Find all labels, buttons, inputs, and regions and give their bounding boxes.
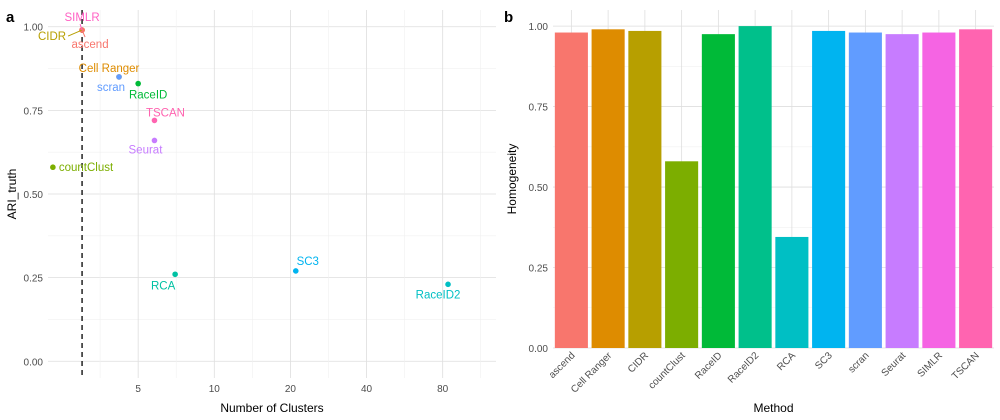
scatter-point-label: Seurat — [129, 144, 164, 156]
bar-category-label: Seurat — [880, 350, 909, 379]
bar-category-label: countClust — [647, 350, 688, 391]
bar — [701, 34, 735, 349]
scatter-x-axis-title: Number of Clusters — [220, 401, 323, 415]
scatter-point — [445, 281, 451, 288]
bar-y-tick-label: 0.25 — [529, 264, 549, 275]
bar-y-tick-label: 1.00 — [529, 22, 549, 33]
scatter-point — [135, 80, 141, 87]
bar-category-label: scran — [846, 350, 871, 375]
scatter-y-axis-title: ARI_truth — [5, 169, 19, 220]
scatter-point-label: CIDR — [38, 31, 66, 43]
scatter-x-tick-label: 80 — [437, 384, 449, 395]
bar-category-label: SC3 — [813, 350, 835, 372]
scatter-label-connector — [81, 29, 86, 38]
scatter-point-label: RaceID2 — [416, 289, 461, 301]
bar-x-axis-title: Method — [753, 401, 793, 415]
scatter-point-label: countClust — [59, 162, 114, 174]
bar — [959, 29, 993, 349]
bar — [738, 26, 772, 348]
bars — [554, 26, 993, 349]
scatter-point-label: scran — [97, 82, 125, 94]
bar-category-label: RaceID — [693, 350, 724, 381]
bar-category-label: ascend — [547, 350, 578, 381]
bar — [775, 236, 809, 348]
bar-category-label: SIMLR — [916, 350, 945, 379]
bar-y-tick-label: 0.00 — [529, 344, 549, 355]
scatter-label-connector — [79, 23, 83, 31]
scatter-point-labels: SIMLR CIDR ascend Cell Ranger scran RaceID TSC… — [38, 12, 460, 301]
bar-y-tick-label: 0.75 — [529, 103, 549, 114]
scatter-panel: SIMLR CIDR ascend Cell Ranger scran RaceID TSC… — [5, 10, 496, 415]
bar-y-tick-label: 0.50 — [529, 183, 549, 194]
bar-category-label: RaceID2 — [726, 350, 762, 386]
scatter-y-tick-label: 1.00 — [24, 23, 44, 34]
scatter-point — [116, 74, 122, 80]
scatter-x-tick-label: 40 — [361, 384, 373, 395]
scatter-y-tick-label: 0.50 — [24, 190, 44, 201]
scatter-y-tick-label: 0.75 — [24, 106, 44, 117]
scatter-point — [172, 271, 178, 278]
bar — [812, 30, 846, 349]
bar — [885, 34, 919, 349]
bar — [848, 32, 882, 349]
bar-category-label: TSCAN — [950, 350, 982, 382]
panel-a-label: a — [6, 9, 15, 26]
bar — [628, 30, 662, 349]
scatter-point — [50, 164, 56, 171]
bar-category-label: RCA — [775, 350, 798, 373]
scatter-y-tick-label: 0.25 — [24, 274, 44, 285]
bar-y-axis-title: Homogeneity — [505, 144, 519, 215]
scatter-point-label: TSCAN — [146, 107, 185, 119]
panel-b-label: b — [504, 9, 513, 26]
bar — [591, 29, 625, 349]
scatter-x-tick-label: 10 — [209, 384, 221, 395]
bar — [922, 32, 956, 349]
scatter-points — [50, 27, 451, 288]
scatter-point — [151, 137, 158, 144]
scatter-point-label: RCA — [151, 280, 176, 292]
scatter-x-tick-label: 5 — [135, 384, 141, 395]
scatter-point-label: SC3 — [297, 256, 319, 268]
scatter-x-tick-label: 20 — [285, 384, 297, 395]
scatter-point-label: SIMLR — [64, 12, 99, 24]
bar — [665, 161, 699, 348]
scatter-tick-labels: 0.00 0.25 0.50 0.75 1.00 5 10 20 40 80 — [24, 23, 449, 395]
scatter-label-connector — [67, 29, 83, 37]
scatter-point-label: ascend — [72, 39, 109, 51]
scatter-point — [151, 117, 158, 124]
scatter-point-label: Cell Ranger — [79, 63, 140, 75]
bar-category-label: CIDR — [626, 350, 651, 375]
scatter-point-label: RaceID — [129, 90, 167, 102]
scatter-y-tick-label: 0.00 — [24, 357, 44, 368]
scatter-grid — [48, 10, 496, 378]
scatter-point — [292, 268, 299, 274]
bar — [554, 32, 588, 349]
